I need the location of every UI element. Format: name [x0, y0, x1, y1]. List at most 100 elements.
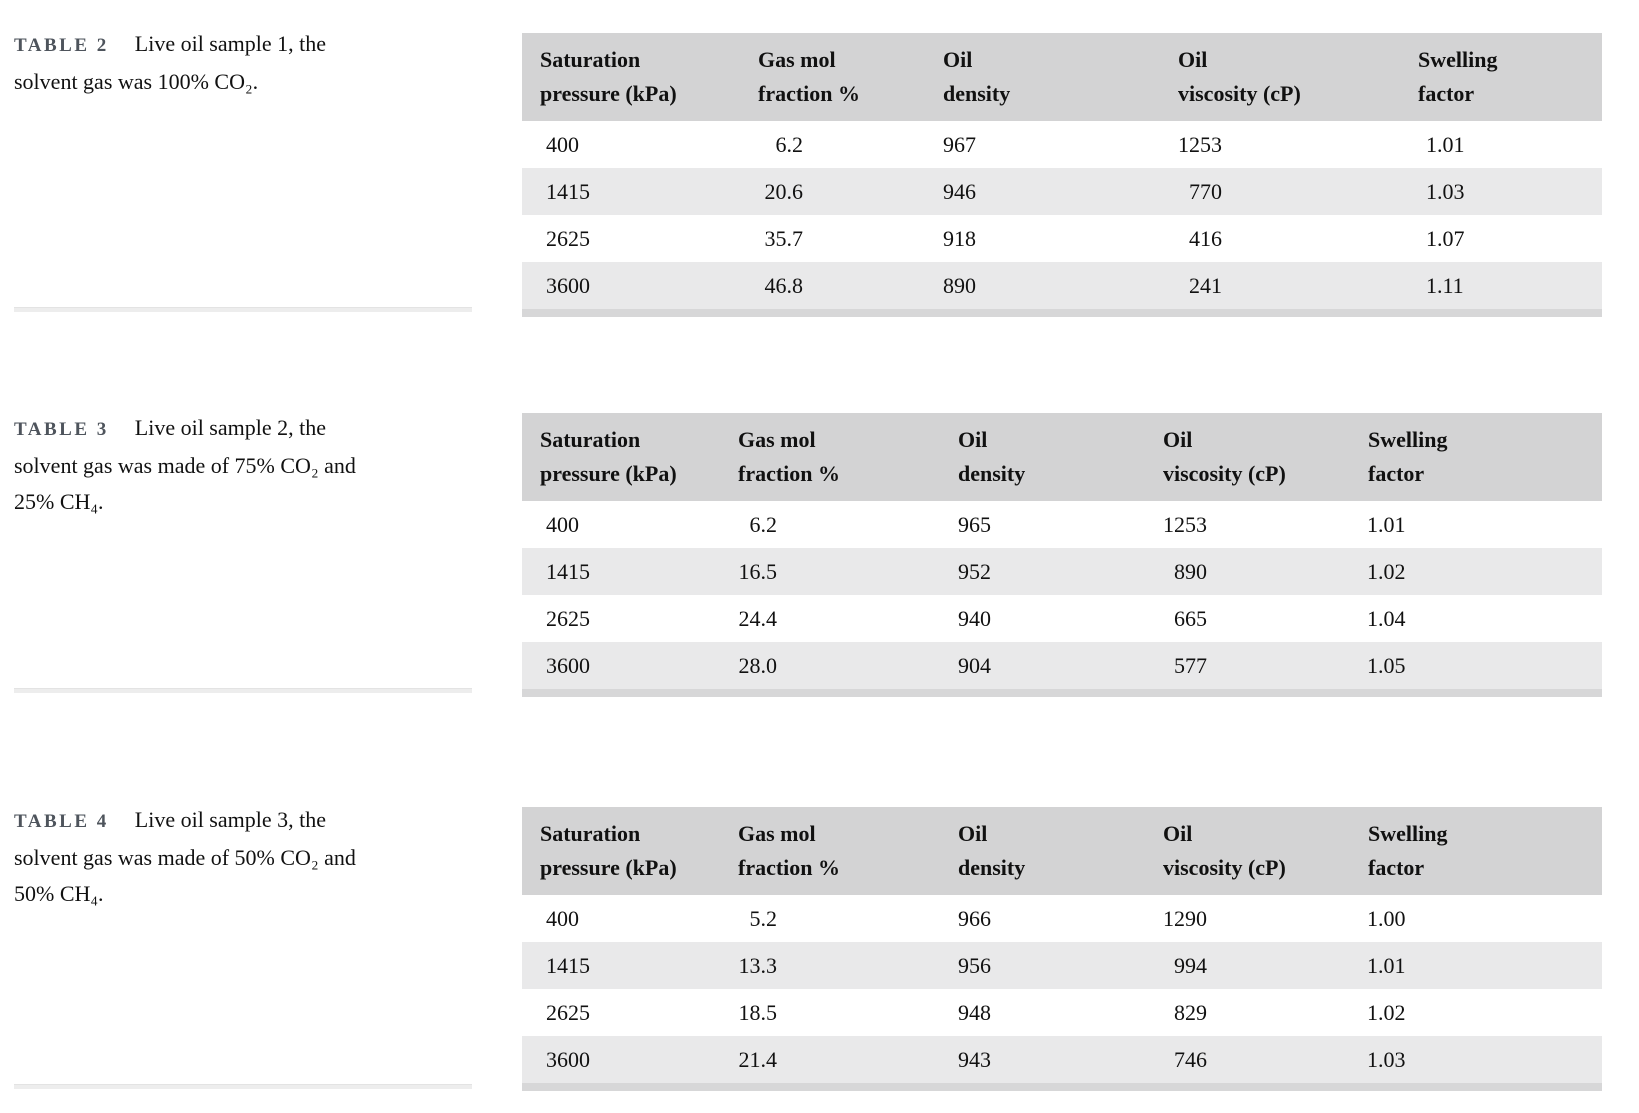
data-cell: 967 [943, 132, 976, 157]
data-cell: 904 [958, 653, 991, 678]
data-cell: 665 [1174, 606, 1207, 631]
data-cell: 5.2 [749, 906, 778, 931]
table-row: 3600 28.0 904 577 1.05 [522, 642, 1602, 689]
data-cell: 1.03 [1367, 1047, 1406, 1072]
table3-caption-label: TABLE 3 [14, 419, 109, 440]
data-cell: 890 [1174, 559, 1207, 584]
data-cell: 965 [958, 512, 991, 537]
data-cell: 6.2 [749, 512, 778, 537]
data-cell: 956 [958, 953, 991, 978]
data-cell: 940 [958, 606, 991, 631]
data-cell: 28.0 [738, 653, 778, 678]
data-cell: 1.03 [1426, 179, 1465, 204]
data-cell: 1.02 [1367, 559, 1406, 584]
table-row: 1415 13.3 956 994 1.01 [522, 942, 1602, 989]
header-cell-gas-mol-fraction: Gas mol fraction % [758, 47, 861, 106]
header-cell-gas-mol-fraction: Gas mol fraction % [738, 427, 841, 486]
caption-divider-1 [14, 307, 472, 312]
data-cell: 1.01 [1367, 512, 1406, 537]
table4-header-row: Saturation pressure (kPa) Gas mol fracti… [522, 807, 1602, 895]
data-cell: 1.00 [1367, 906, 1406, 931]
table2-bottom-bar [522, 309, 1602, 317]
data-cell: 1.11 [1426, 273, 1464, 298]
table3-header-row: Saturation pressure (kPa) Gas mol fracti… [522, 413, 1602, 501]
header-cell-swelling-factor: Swelling factor [1368, 427, 1448, 486]
table-row: 2625 35.7 918 416 1.07 [522, 215, 1602, 262]
data-cell: 3600 [546, 273, 590, 298]
table3-caption: TABLE 3 Live oil sample 2, the solvent ga… [14, 410, 476, 520]
data-cell: 1.05 [1367, 653, 1406, 678]
table3-bottom-bar [522, 689, 1602, 697]
data-cell: 35.7 [764, 226, 804, 251]
header-cell-oil-viscosity: Oil viscosity (cP) [1178, 47, 1301, 106]
header-cell-saturation-pressure: Saturation pressure (kPa) [540, 427, 677, 486]
table4: Saturation pressure (kPa) Gas mol fracti… [522, 807, 1602, 1091]
data-cell: 2625 [546, 606, 590, 631]
table2: Saturation pressure (kPa) Gas mol fracti… [522, 33, 1602, 317]
data-cell: 400 [546, 132, 579, 157]
table-row: 1415 20.6 946 770 1.03 [522, 168, 1602, 215]
data-cell: 1415 [546, 179, 590, 204]
data-cell: 1.07 [1426, 226, 1465, 251]
header-cell-oil-density: Oil density [958, 821, 1026, 880]
data-cell: 994 [1174, 953, 1207, 978]
data-cell: 952 [958, 559, 991, 584]
table-row: 400 5.2 966 1290 1.00 [522, 895, 1602, 942]
data-cell: 966 [958, 906, 991, 931]
table-row: 1415 16.5 952 890 1.02 [522, 548, 1602, 595]
data-cell: 18.5 [738, 1000, 778, 1025]
table-row: 400 6.2 967 1253 1.01 [522, 121, 1602, 168]
data-cell: 400 [546, 906, 579, 931]
data-cell: 946 [943, 179, 976, 204]
data-cell: 829 [1174, 1000, 1207, 1025]
data-cell: 943 [958, 1047, 991, 1072]
data-cell: 890 [943, 273, 976, 298]
data-cell: 1.01 [1426, 132, 1465, 157]
header-cell-oil-viscosity: Oil viscosity (cP) [1163, 427, 1286, 486]
data-cell: 13.3 [738, 953, 778, 978]
header-cell-saturation-pressure: Saturation pressure (kPa) [540, 47, 677, 106]
data-cell: 3600 [546, 653, 590, 678]
data-cell: 416 [1189, 226, 1222, 251]
data-cell: 20.6 [764, 179, 804, 204]
data-cell: 46.8 [764, 273, 804, 298]
header-cell-oil-density: Oil density [958, 427, 1026, 486]
table2-caption: TABLE 2 Live oil sample 1, the solvent ga… [14, 26, 476, 100]
data-cell: 21.4 [738, 1047, 778, 1072]
table2-caption-label: TABLE 2 [14, 35, 109, 56]
data-cell: 2625 [546, 1000, 590, 1025]
header-cell-swelling-factor: Swelling factor [1418, 47, 1498, 106]
caption-divider-2 [14, 688, 472, 693]
table-row: 2625 18.5 948 829 1.02 [522, 989, 1602, 1036]
data-cell: 241 [1189, 273, 1222, 298]
data-cell: 1415 [546, 559, 590, 584]
header-cell-gas-mol-fraction: Gas mol fraction % [738, 821, 841, 880]
header-cell-saturation-pressure: Saturation pressure (kPa) [540, 821, 677, 880]
table4-caption: TABLE 4 Live oil sample 3, the solvent ga… [14, 802, 476, 912]
table4-bottom-bar [522, 1083, 1602, 1091]
data-cell: 24.4 [738, 606, 778, 631]
header-cell-oil-density: Oil density [943, 47, 1011, 106]
data-cell: 1415 [546, 953, 590, 978]
table3-caption-text: Live oil sample 2, the solvent gas was m… [14, 415, 356, 514]
table4-caption-label: TABLE 4 [14, 811, 109, 832]
table-row: 2625 24.4 940 665 1.04 [522, 595, 1602, 642]
data-cell: 1.04 [1367, 606, 1406, 631]
data-cell: 16.5 [738, 559, 778, 584]
table-row: 3600 46.8 890 241 1.11 [522, 262, 1602, 309]
table-row: 3600 21.4 943 746 1.03 [522, 1036, 1602, 1083]
data-cell: 3600 [546, 1047, 590, 1072]
data-cell: 746 [1174, 1047, 1207, 1072]
header-cell-oil-viscosity: Oil viscosity (cP) [1163, 821, 1286, 880]
data-cell: 948 [958, 1000, 991, 1025]
table2-header-row: Saturation pressure (kPa) Gas mol fracti… [522, 33, 1602, 121]
data-cell: 1290 [1163, 906, 1207, 931]
header-cell-swelling-factor: Swelling factor [1368, 821, 1448, 880]
table-row: 400 6.2 965 1253 1.01 [522, 501, 1602, 548]
data-cell: 1253 [1163, 512, 1207, 537]
data-cell: 577 [1174, 653, 1207, 678]
data-cell: 1253 [1178, 132, 1222, 157]
caption-divider-3 [14, 1084, 472, 1089]
data-cell: 1.02 [1367, 1000, 1406, 1025]
data-cell: 1.01 [1367, 953, 1406, 978]
